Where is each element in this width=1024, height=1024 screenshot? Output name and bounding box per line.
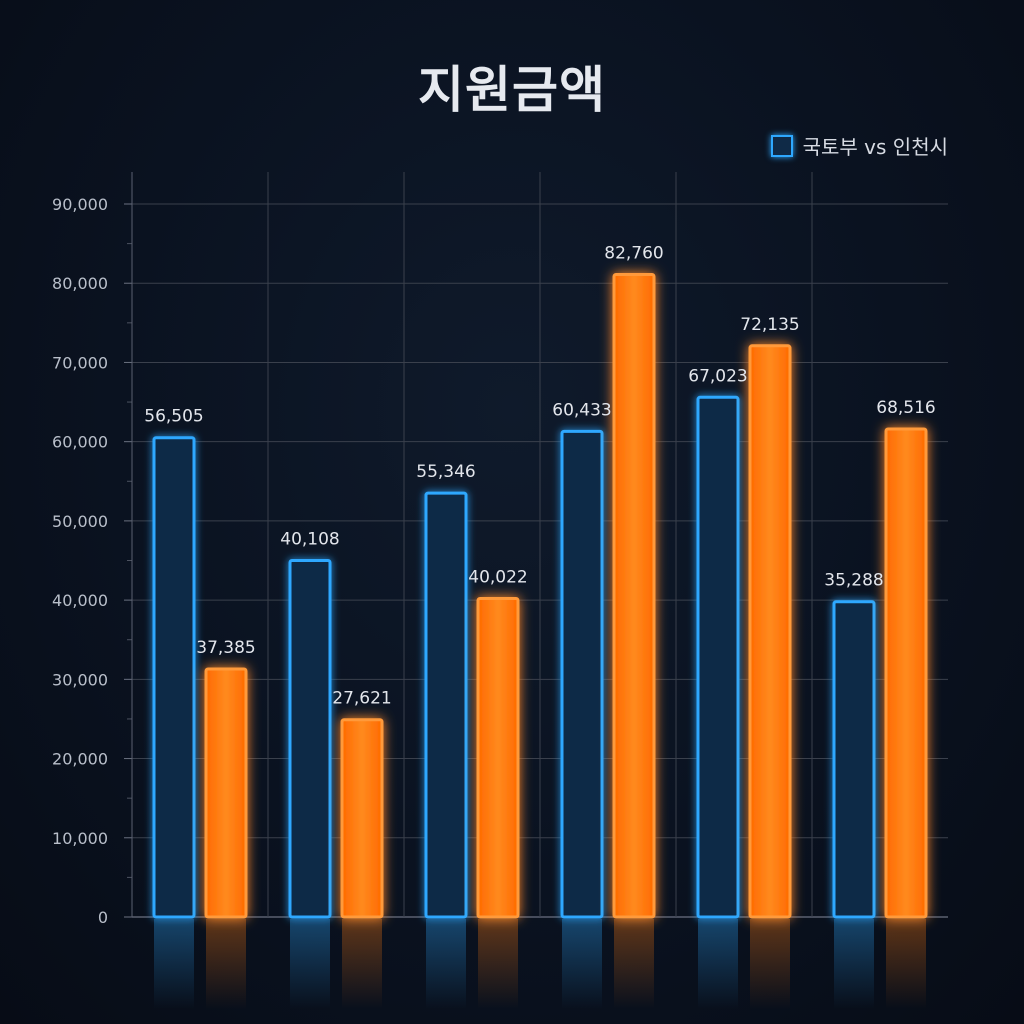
bar-blue[interactable] [152,436,196,919]
bar-reflection [750,919,790,1009]
bar-orange[interactable] [748,344,792,919]
bar-reflection [614,919,654,1009]
bar-reflection [562,919,602,1009]
bar-orange[interactable] [612,273,656,919]
bar-reflection [886,919,926,1009]
y-tick-label: 0 [98,908,108,927]
bar-reflection [154,919,194,1009]
y-tick-label: 40,000 [52,591,108,610]
bar-reflection [206,919,246,1009]
bar-value-label: 40,022 [468,568,527,588]
bar-orange[interactable] [476,597,520,919]
bar-orange[interactable] [340,718,384,919]
bar-blue[interactable] [424,491,468,919]
bar-value-label: 55,346 [416,462,475,482]
data-labels: 56,505 37,385 40,108 27,621 55,346 40,022 60,4… [144,244,935,709]
y-axis: 0 10,000 20,000 30,000 40,000 50,000 60,000 70,… [52,172,133,927]
bar-value-label: 67,023 [688,366,747,386]
bar-blue[interactable] [288,559,332,919]
bar-orange[interactable] [204,667,248,919]
y-tick-label: 30,000 [52,670,108,689]
y-tick-label: 80,000 [52,274,108,293]
bar-value-label: 72,135 [740,315,799,335]
y-tick-label: 50,000 [52,512,108,531]
bar-blue[interactable] [696,395,740,919]
bar-reflection [698,919,738,1009]
bar-reflection [290,919,330,1009]
y-tick-label: 10,000 [52,829,108,848]
chart-legend[interactable]: 국토부 vs 인천시 [770,131,948,160]
legend-swatch-blue [770,134,793,157]
y-tick-label: 90,000 [52,195,108,214]
bar-reflection [342,919,382,1009]
bar-value-label: 60,433 [552,400,611,420]
bar-orange[interactable] [884,427,928,919]
bars [152,273,928,919]
grid [132,172,948,918]
bar-value-label: 56,505 [144,407,203,427]
bar-value-label: 35,288 [824,571,883,591]
bar-reflection [426,919,466,1009]
y-tick-label: 70,000 [52,353,108,372]
bar-blue[interactable] [560,429,604,919]
y-tick-label: 60,000 [52,433,108,452]
bar-blue[interactable] [832,600,876,919]
bar-reflection [478,919,518,1009]
bar-reflections [154,919,926,1009]
y-tick-label: 20,000 [52,750,108,769]
legend-label: 국토부 vs 인천시 [802,135,948,159]
bar-value-label: 37,385 [196,638,255,658]
bar-value-label: 27,621 [332,689,391,709]
bar-value-label: 82,760 [604,244,663,264]
bar-value-label: 68,516 [876,398,935,418]
chart-title: 지원금액 [418,61,606,119]
bar-value-label: 40,108 [280,530,339,550]
bar-reflection [834,919,874,1009]
